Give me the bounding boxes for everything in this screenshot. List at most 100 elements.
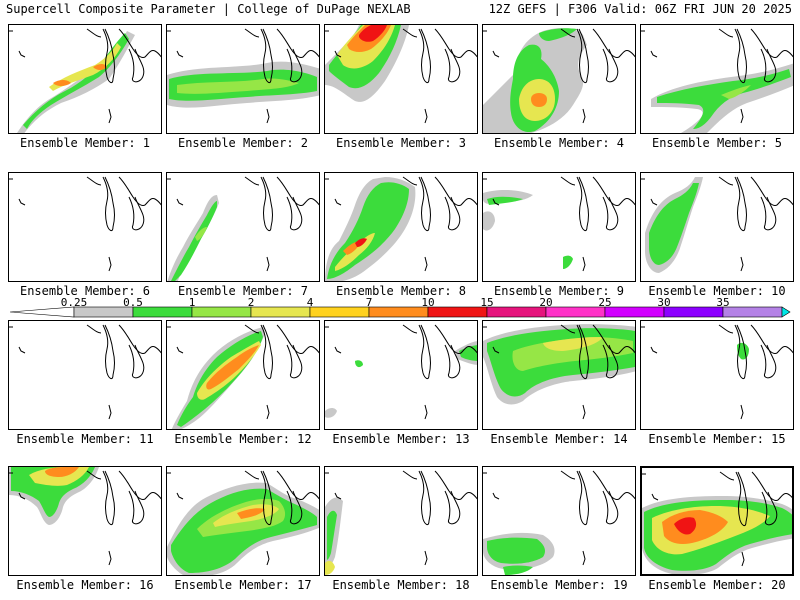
coastline-outline <box>86 176 102 186</box>
coastline-outline <box>128 196 145 231</box>
coastline-outline <box>260 28 273 84</box>
ensemble-member-map <box>640 172 794 282</box>
legend-tick-label: 30 <box>657 296 671 309</box>
coastline-outline <box>492 492 500 500</box>
coastline-outline <box>176 50 184 58</box>
ensemble-member-map <box>166 172 320 282</box>
coastline-outline <box>108 256 112 272</box>
ensemble-member-map <box>8 320 162 430</box>
coastline-outline <box>102 470 115 526</box>
coastline-outline <box>582 108 586 124</box>
ensemble-member-label: Ensemble Member: 20 <box>648 578 786 592</box>
coastline-outline <box>402 324 418 334</box>
ensemble-member-map <box>482 24 636 134</box>
coastline-outline <box>718 176 734 186</box>
coastline-outline <box>602 196 619 231</box>
coastline-outline <box>492 50 500 58</box>
coastline-outline <box>266 404 270 420</box>
scp-shading <box>359 25 387 42</box>
coastline-outline <box>735 471 748 527</box>
valid-time: 12Z GEFS | F306 Valid: 06Z FRI JUN 20 20… <box>488 2 792 16</box>
coastline-outline <box>734 28 747 84</box>
coastline-outline <box>444 196 461 231</box>
coastline-outline <box>102 28 115 84</box>
ensemble-member-map <box>482 320 636 430</box>
coastline-outline <box>334 198 342 206</box>
ensemble-member-map <box>324 24 478 134</box>
legend-bar <box>9 306 791 318</box>
ensemble-member-label: Ensemble Member: 17 <box>174 578 312 592</box>
scp-shading <box>93 64 107 70</box>
scp-shading <box>335 233 375 271</box>
coastline-outline <box>592 28 635 58</box>
coastline-outline <box>492 346 500 354</box>
legend-color-swatch <box>368 306 429 318</box>
scp-shading <box>49 43 121 91</box>
scp-shading <box>355 360 363 368</box>
ensemble-member-label: Ensemble Member: 9 <box>493 284 625 298</box>
ensemble-member-map <box>640 466 794 576</box>
ensemble-member-map <box>8 172 162 282</box>
legend-tick-label: 1 <box>188 296 196 309</box>
coastline-outline <box>444 48 461 83</box>
coastline-outline <box>102 324 115 380</box>
map-canvas <box>9 28 161 133</box>
coastline-outline <box>592 324 635 354</box>
coastline-outline <box>108 404 112 420</box>
legend-tick-label: 25 <box>598 296 612 309</box>
legend-tick-label: 0.5 <box>123 296 143 309</box>
scp-shading <box>325 560 335 575</box>
scp-shading <box>206 345 259 390</box>
coastline-outline <box>334 492 342 500</box>
ensemble-member-label: Ensemble Member: 11 <box>16 432 154 446</box>
coastline-outline <box>260 470 273 526</box>
coastline-outline <box>118 28 161 58</box>
coastline-outline <box>244 324 260 334</box>
ensemble-member-label: Ensemble Member: 15 <box>648 432 786 446</box>
coastline-outline <box>576 176 589 232</box>
coastline-outline <box>418 470 431 526</box>
coastline-outline <box>266 108 270 124</box>
coastline-outline <box>276 324 319 354</box>
coastline-outline <box>750 324 793 354</box>
legend-tick-label: 2 <box>247 296 255 309</box>
coastline-outline <box>602 48 619 83</box>
legend-high-arrow <box>781 306 791 318</box>
coastline-outline <box>286 48 303 83</box>
coastline-outline <box>334 346 342 354</box>
coastline-outline <box>560 470 576 480</box>
coastline-outline <box>740 404 744 420</box>
coastline-outline <box>108 108 112 124</box>
coastline-outline <box>424 550 428 566</box>
legend-tick-label: 20 <box>539 296 553 309</box>
coastline-outline <box>260 324 273 380</box>
coastline-outline <box>576 470 589 526</box>
coastline-outline <box>86 324 102 334</box>
legend-color-swatch <box>427 306 488 318</box>
ensemble-member-map <box>8 466 162 576</box>
map-canvas <box>483 28 635 133</box>
ensemble-member-map <box>640 24 794 134</box>
scp-shading <box>325 408 337 418</box>
coastline-outline <box>128 490 145 525</box>
scp-shading <box>539 28 577 41</box>
ensemble-member-label: Ensemble Member: 12 <box>174 432 312 446</box>
coastline-outline <box>118 176 161 206</box>
coastline-outline <box>434 324 477 354</box>
legend-color-swatch <box>191 306 252 318</box>
ensemble-member-label: Ensemble Member: 10 <box>648 284 786 298</box>
coastline-outline <box>750 28 793 58</box>
legend-tick-label: 0.25 <box>60 296 88 309</box>
coastline-outline <box>86 470 102 480</box>
coastline-outline <box>18 346 26 354</box>
legend-color-swatch <box>722 306 783 318</box>
ensemble-member-label: Ensemble Member: 7 <box>177 284 309 298</box>
coastline-outline <box>582 256 586 272</box>
coastline-outline <box>402 176 418 186</box>
coastline-outline <box>560 324 576 334</box>
coastline-outline <box>118 470 161 500</box>
ensemble-member-label: Ensemble Member: 18 <box>332 578 470 592</box>
coastline-outline <box>424 108 428 124</box>
coastline-outline <box>266 256 270 272</box>
coastline-outline <box>734 324 747 380</box>
